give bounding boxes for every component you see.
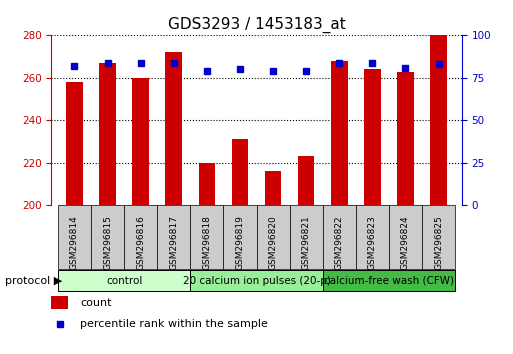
Text: GSM296818: GSM296818 bbox=[202, 215, 211, 270]
FancyBboxPatch shape bbox=[323, 205, 356, 269]
FancyBboxPatch shape bbox=[323, 270, 455, 291]
FancyBboxPatch shape bbox=[290, 205, 323, 269]
Text: GSM296817: GSM296817 bbox=[169, 215, 178, 270]
Bar bbox=[51, 296, 68, 309]
Bar bbox=[132, 78, 149, 205]
Bar bbox=[397, 72, 413, 205]
Bar bbox=[199, 163, 215, 205]
FancyBboxPatch shape bbox=[58, 205, 91, 269]
FancyBboxPatch shape bbox=[58, 270, 190, 291]
Text: GSM296814: GSM296814 bbox=[70, 215, 79, 270]
Bar bbox=[364, 69, 381, 205]
Bar bbox=[100, 63, 116, 205]
Text: GSM296823: GSM296823 bbox=[368, 215, 377, 270]
Bar bbox=[265, 171, 281, 205]
Title: GDS3293 / 1453183_at: GDS3293 / 1453183_at bbox=[168, 16, 345, 33]
Text: percentile rank within the sample: percentile rank within the sample bbox=[80, 319, 268, 329]
Text: GSM296821: GSM296821 bbox=[302, 215, 311, 270]
FancyBboxPatch shape bbox=[356, 205, 389, 269]
Text: GSM296816: GSM296816 bbox=[136, 215, 145, 270]
FancyBboxPatch shape bbox=[190, 205, 223, 269]
Text: GSM296819: GSM296819 bbox=[235, 215, 245, 270]
Text: GSM296820: GSM296820 bbox=[268, 215, 278, 270]
FancyBboxPatch shape bbox=[91, 205, 124, 269]
Text: 20 calcium ion pulses (20-p): 20 calcium ion pulses (20-p) bbox=[183, 275, 330, 286]
FancyBboxPatch shape bbox=[190, 270, 323, 291]
FancyBboxPatch shape bbox=[422, 205, 455, 269]
Text: GSM296825: GSM296825 bbox=[434, 215, 443, 270]
Bar bbox=[66, 82, 83, 205]
Bar bbox=[298, 156, 314, 205]
Bar bbox=[232, 139, 248, 205]
Text: control: control bbox=[106, 275, 142, 286]
Text: protocol ▶: protocol ▶ bbox=[5, 275, 63, 286]
FancyBboxPatch shape bbox=[124, 205, 157, 269]
FancyBboxPatch shape bbox=[223, 205, 256, 269]
Text: GSM296822: GSM296822 bbox=[335, 215, 344, 269]
Text: count: count bbox=[80, 298, 111, 308]
Bar bbox=[430, 35, 447, 205]
FancyBboxPatch shape bbox=[389, 205, 422, 269]
Text: calcium-free wash (CFW): calcium-free wash (CFW) bbox=[324, 275, 454, 286]
Bar bbox=[331, 61, 347, 205]
Bar bbox=[166, 52, 182, 205]
FancyBboxPatch shape bbox=[157, 205, 190, 269]
FancyBboxPatch shape bbox=[256, 205, 290, 269]
Text: GSM296824: GSM296824 bbox=[401, 215, 410, 269]
Text: GSM296815: GSM296815 bbox=[103, 215, 112, 270]
